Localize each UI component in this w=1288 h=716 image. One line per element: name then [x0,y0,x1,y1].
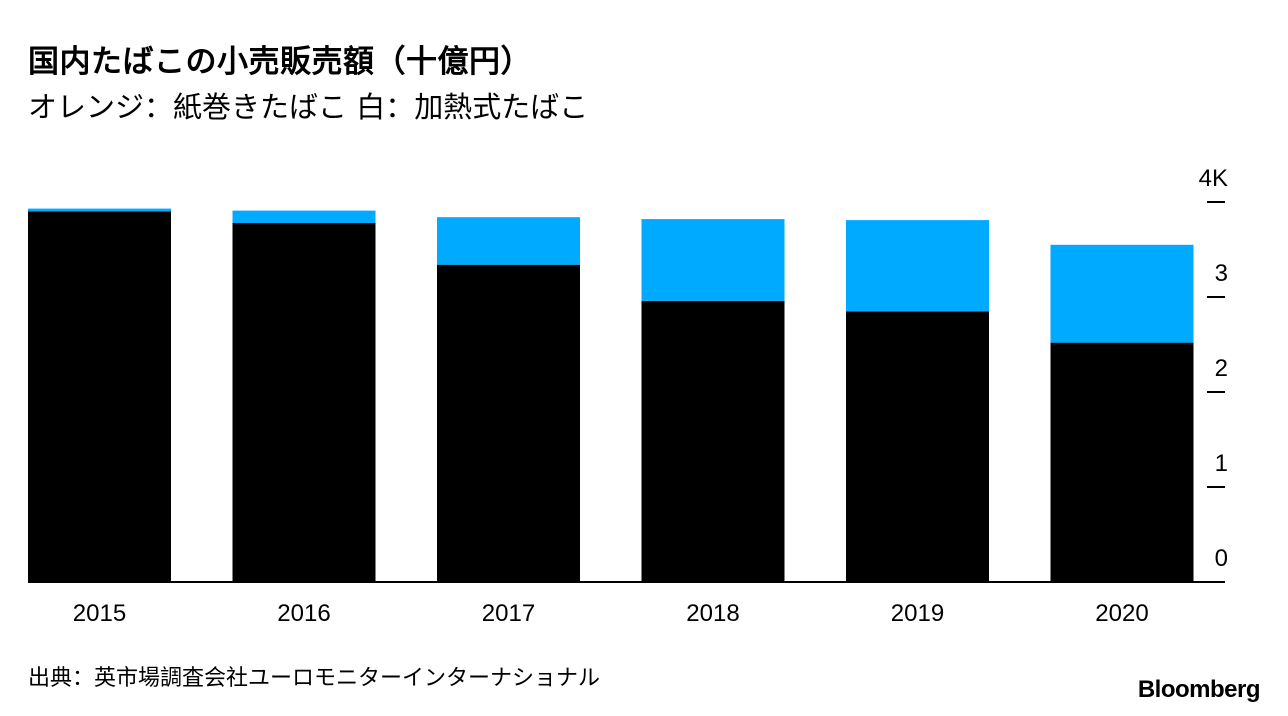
x-tick-label-2015: 2015 [73,600,126,627]
bar-heated-2020 [1050,244,1194,343]
bar-cigarette-2018 [641,300,785,582]
y-tick-label-4: 4K [1199,165,1228,192]
bar-heated-2015 [28,208,171,212]
y-tick-label-1: 1 [1215,450,1228,477]
bar-heated-2017 [437,217,580,265]
chart-subtitle: オレンジ：紙巻きたばこ 白：加熱式たばこ [28,90,589,124]
bar-cigarette-2015 [28,211,171,582]
y-tick-label-0: 0 [1215,545,1228,572]
bar-cigarette-2019 [846,311,989,583]
x-tick-label-2017: 2017 [482,600,535,627]
source-note: 出典：英市場調査会社ユーロモニターインターナショナル [28,666,601,691]
bar-cigarette-2020 [1050,342,1194,582]
bar-cigarette-2017 [437,264,580,582]
brand-logo: Bloomberg [1137,676,1261,703]
bar-heated-2016 [232,210,376,223]
x-tick-label-2020: 2020 [1095,600,1148,627]
y-tick-label-2: 2 [1215,355,1228,382]
chart-title: 国内たばこの小売販売額（十億円） [28,44,532,80]
x-tick-label-2016: 2016 [277,600,330,627]
bar-cigarette-2016 [232,222,376,582]
x-tick-label-2018: 2018 [686,600,739,627]
y-tick-label-3: 3 [1215,260,1228,287]
bar-heated-2018 [641,219,785,301]
x-tick-label-2019: 2019 [891,600,944,627]
bar-heated-2019 [846,220,989,312]
